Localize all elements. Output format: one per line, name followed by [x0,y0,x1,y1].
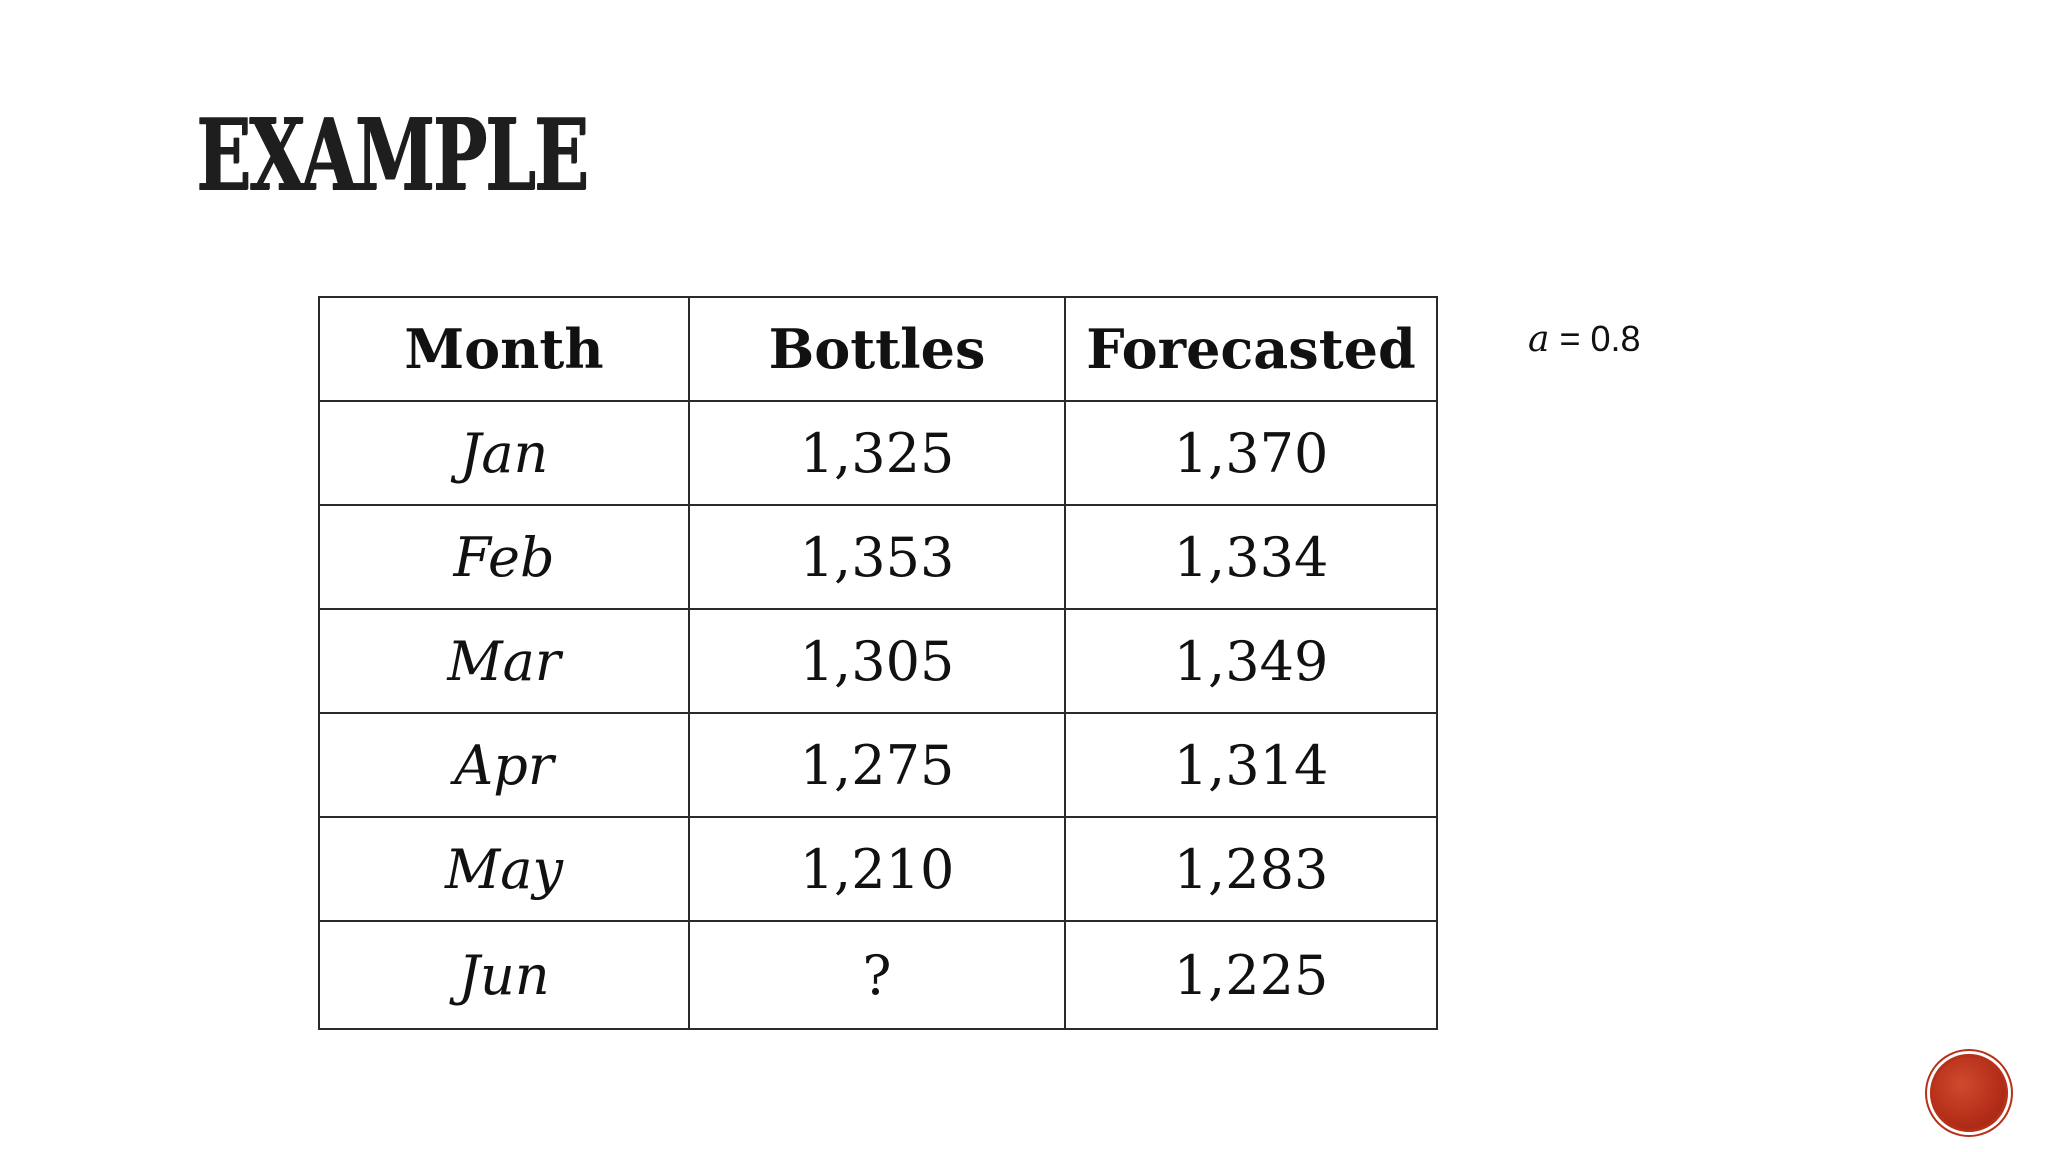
forecasted-cell: 1,314 [1064,712,1438,818]
header-bottles: Bottles [688,296,1066,402]
bottles-cell: 1,275 [688,712,1066,818]
slide-title: EXAMPLE [196,98,589,213]
data-table: Month Bottles Forecasted Jan 1,325 1,370… [318,296,1438,1030]
forecasted-cell: 1,334 [1064,504,1438,610]
month-cell: Apr [318,712,690,818]
bottles-cell: 1,353 [688,504,1066,610]
bottles-cell: 1,210 [688,816,1066,922]
table-row: May 1,210 1,283 [318,816,1438,922]
next-slide-button[interactable] [1930,1054,2008,1132]
table-row: Mar 1,305 1,349 [318,608,1438,714]
header-month: Month [318,296,690,402]
alpha-value: = 0.8 [1549,318,1641,359]
forecasted-cell: 1,349 [1064,608,1438,714]
table-row: Jun ? 1,225 [318,920,1438,1030]
bottles-cell: 1,305 [688,608,1066,714]
month-cell: May [318,816,690,922]
month-cell: Mar [318,608,690,714]
month-cell: Jun [318,920,690,1030]
table-row: Jan 1,325 1,370 [318,400,1438,506]
header-forecasted: Forecasted [1064,296,1438,402]
bottles-cell: 1,325 [688,400,1066,506]
bottles-cell: ? [688,920,1066,1030]
table-row: Feb 1,353 1,334 [318,504,1438,610]
forecasted-cell: 1,225 [1064,920,1438,1030]
forecasted-cell: 1,283 [1064,816,1438,922]
forecasted-cell: 1,370 [1064,400,1438,506]
month-cell: Jan [318,400,690,506]
alpha-symbol: a [1528,319,1550,360]
table-row: Apr 1,275 1,314 [318,712,1438,818]
table-header-row: Month Bottles Forecasted [318,296,1438,402]
month-cell: Feb [318,504,690,610]
alpha-note: a = 0.8 [1528,318,1641,360]
